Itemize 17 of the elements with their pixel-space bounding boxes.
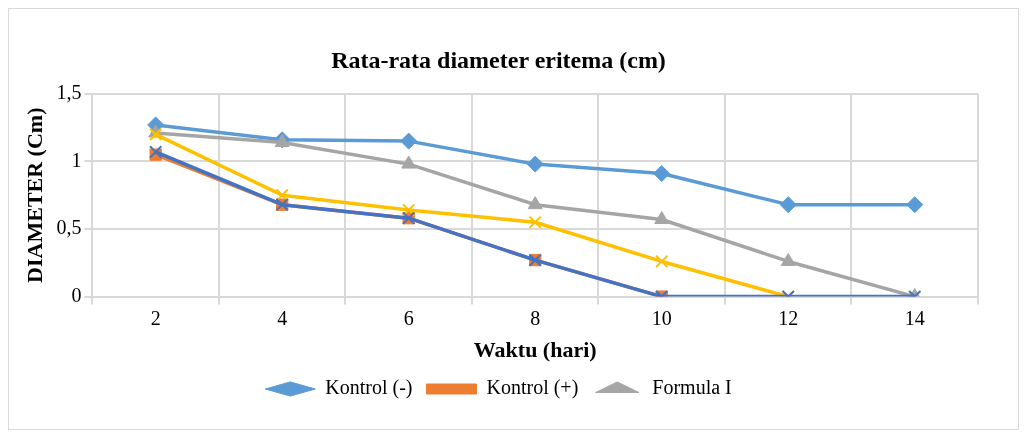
y-axis-title: DIAMETER (Cm) — [21, 107, 47, 283]
x-tick-label: 10 — [651, 306, 672, 329]
x-tick-label: 6 — [403, 306, 414, 329]
x-tick-label: 2 — [150, 306, 161, 329]
x-axis-title: Waktu (hari) — [473, 337, 597, 363]
x-tick-label: 12 — [778, 306, 799, 329]
legend-label: Kontrol (+) — [486, 376, 579, 400]
x-tick-label: 8 — [530, 306, 541, 329]
y-tick-label: 0,5 — [56, 216, 82, 239]
legend-label: Kontrol (-) — [325, 376, 413, 400]
y-tick-label: 1,5 — [56, 81, 82, 104]
y-tick-label: 0 — [71, 283, 82, 306]
x-tick-label: 14 — [904, 306, 925, 329]
y-tick-label: 1 — [71, 148, 82, 171]
chart-title: Rata-rata diameter eritema (cm) — [331, 46, 666, 73]
legend-label: Formula I — [652, 376, 732, 399]
x-tick-label: 4 — [277, 306, 288, 329]
